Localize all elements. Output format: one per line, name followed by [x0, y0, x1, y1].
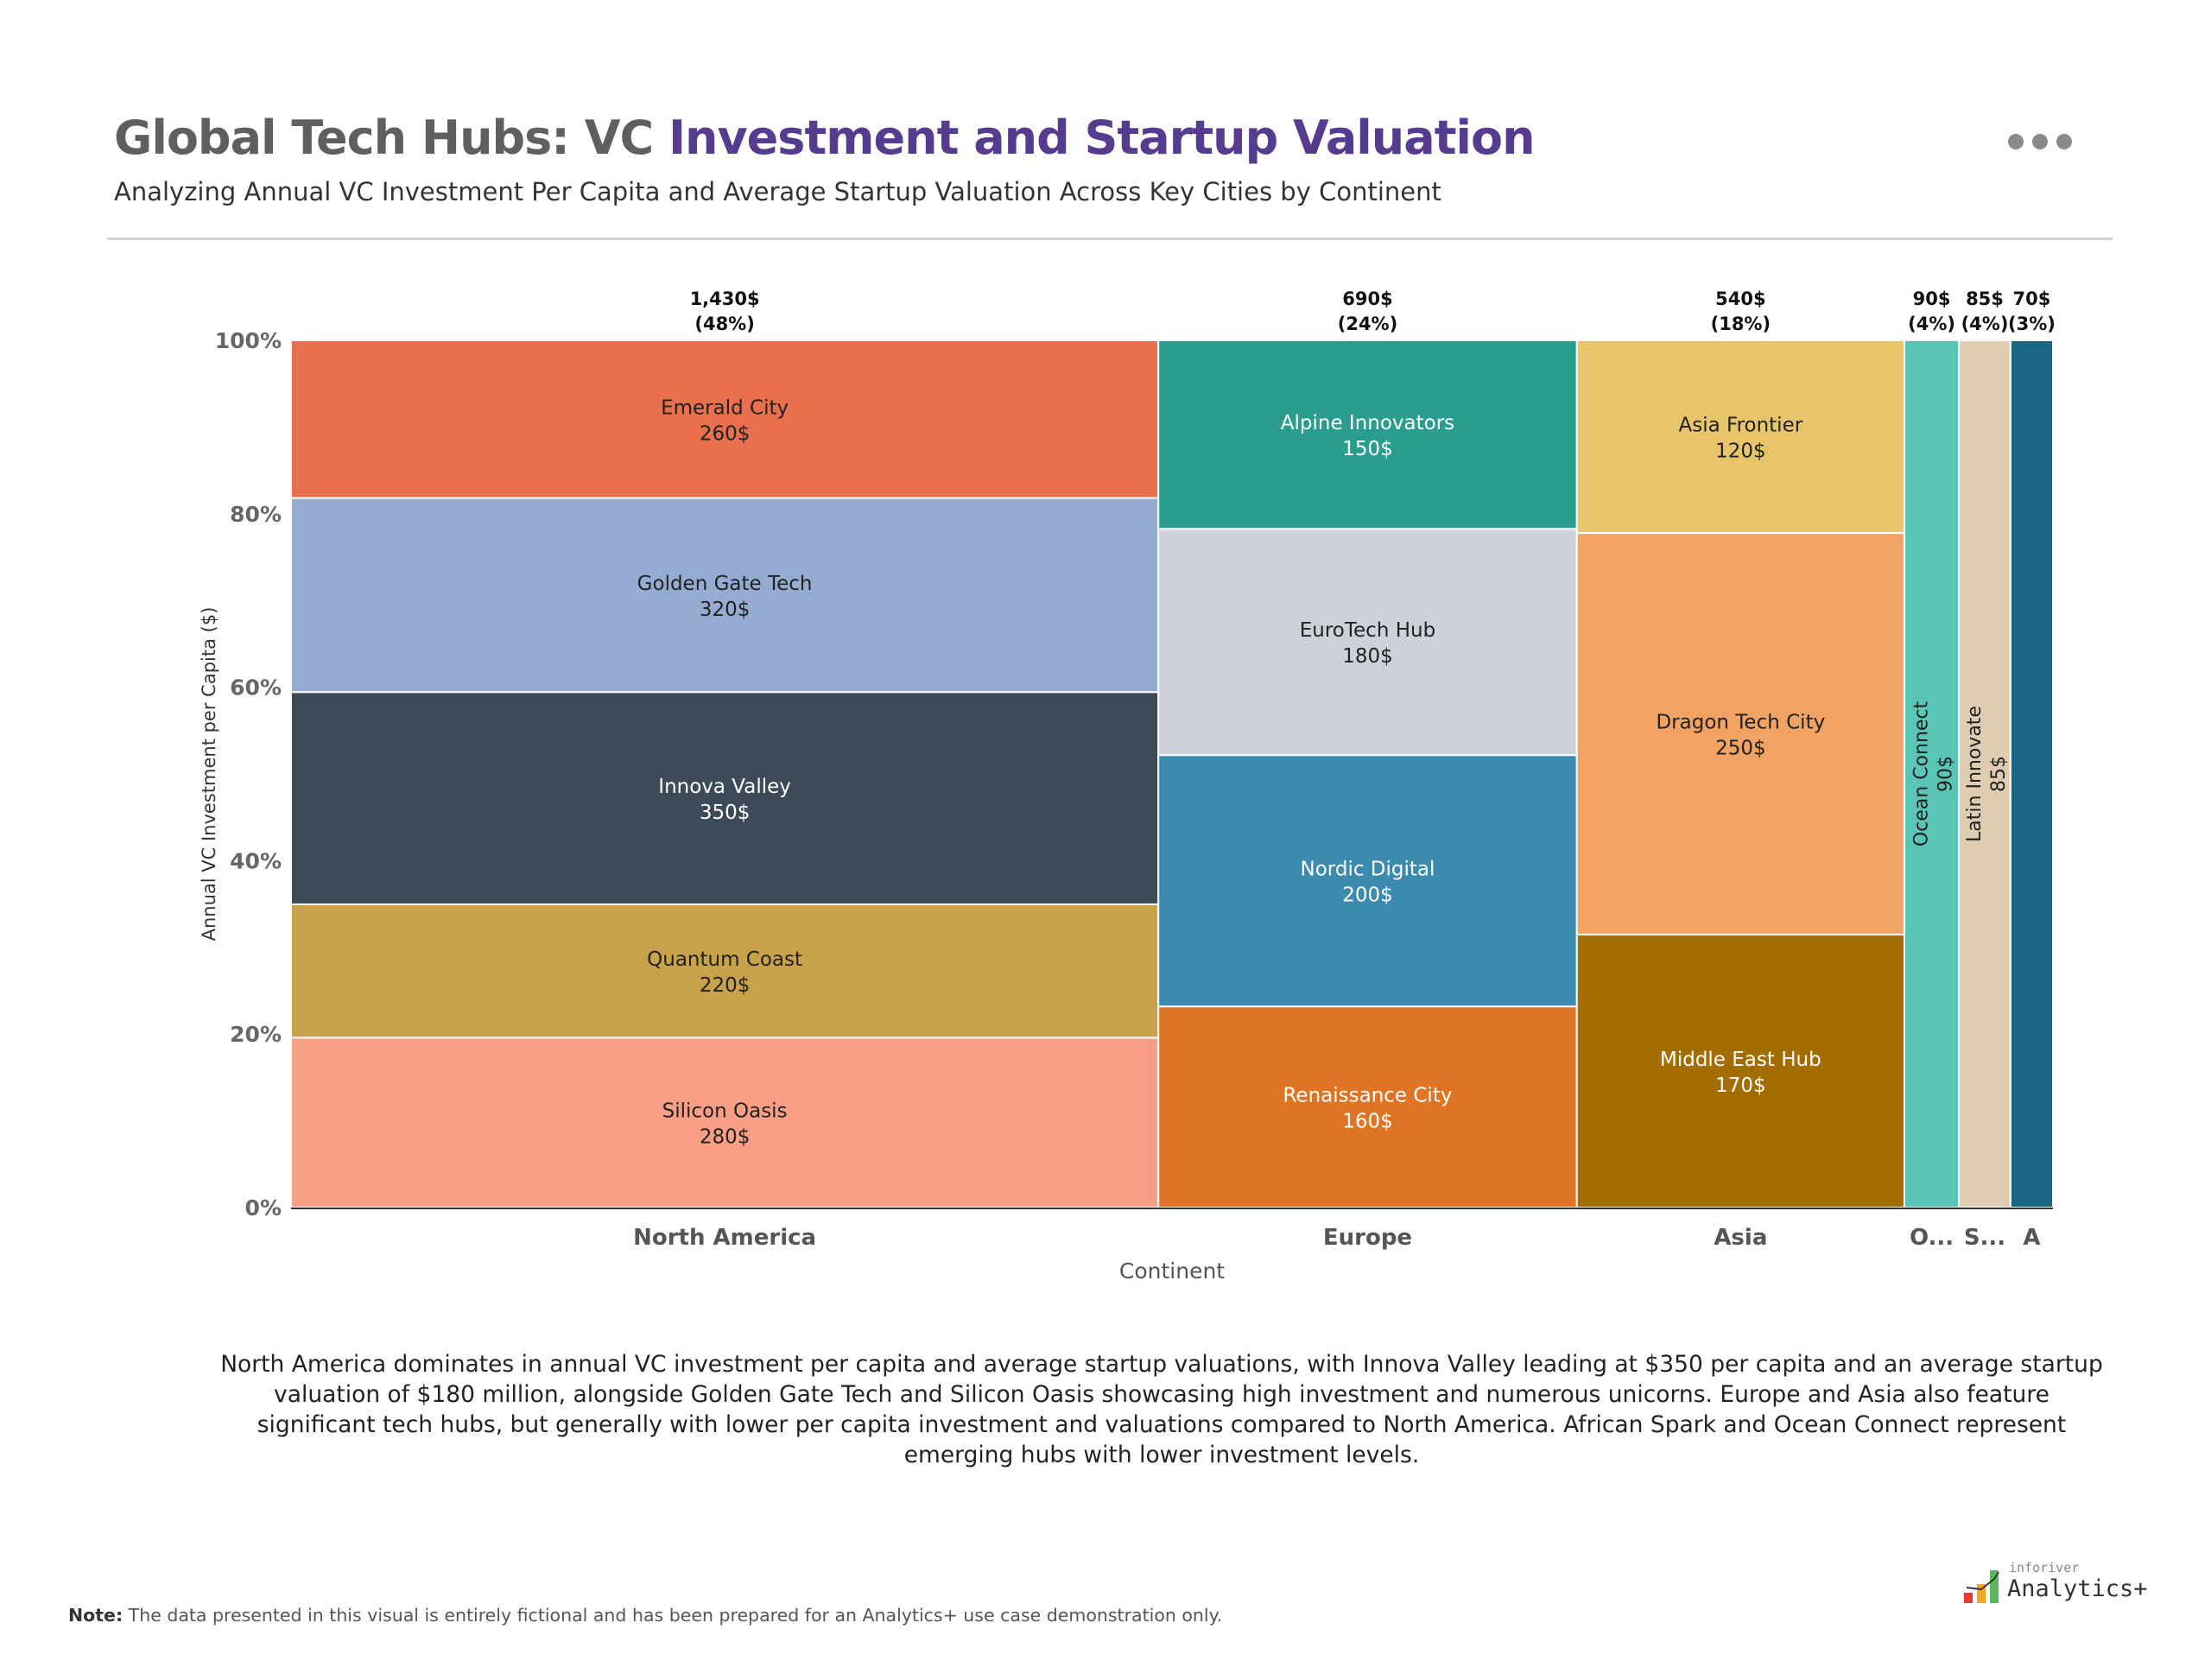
footnote: Note: The data presented in this visual … [68, 1605, 1222, 1626]
segment-bar [1157, 528, 1578, 757]
segment-value: 220$ [700, 974, 751, 997]
segment-bar [290, 1037, 1160, 1209]
column-total-label: 540$ [1715, 288, 1765, 309]
segment-name: EuroTech Hub [1300, 619, 1435, 642]
segment-label: Latin Innovate 85$ [1964, 706, 2010, 842]
y-tick-label: 20% [230, 1022, 282, 1047]
column-total-label: 85$ [1966, 288, 2004, 309]
segment-value: 85$ [1988, 756, 2010, 792]
segment-name: Asia Frontier [1679, 415, 1803, 437]
column-total-label: 90$ [1913, 288, 1951, 309]
y-axis-title: Annual VC Investment per Capita ($) [199, 607, 219, 941]
column-total-label: 70$ [2012, 288, 2050, 309]
analytics-logo: inforiver Analytics+ [1959, 1560, 2166, 1612]
segment-value: 90$ [1935, 756, 1957, 792]
header-divider [107, 238, 2113, 240]
y-tick-label: 40% [230, 848, 282, 873]
segment-value: 320$ [700, 599, 751, 621]
segment-value: 120$ [1715, 441, 1766, 463]
segment-name: Renaissance City [1283, 1085, 1452, 1107]
x-category-label: A [2023, 1225, 2040, 1251]
segment-bar [1575, 339, 1905, 535]
segment-bar [2009, 339, 2054, 1208]
column-share-label: (4%) [1961, 314, 2009, 334]
segment-value: 350$ [700, 802, 751, 824]
summary-text: North America dominates in annual VC inv… [220, 1351, 2103, 1468]
column-share-label: (24%) [1338, 314, 1397, 334]
column-total-label: 690$ [1342, 288, 1392, 309]
note-text: The data presented in this visual is ent… [123, 1605, 1223, 1626]
page-subtitle: Analyzing Annual VC Investment Per Capit… [114, 177, 1441, 206]
title-accent: Investment and Startup Valuation [668, 111, 1536, 165]
segment-label: Ocean Connect 90$ [1911, 701, 1957, 846]
logo-big-text: Analytics+ [2007, 1575, 2148, 1602]
segment-value: 160$ [1342, 1111, 1393, 1133]
y-tick-label: 80% [230, 502, 282, 527]
x-axis-title: Continent [1119, 1258, 1225, 1284]
segment-value: 150$ [1342, 438, 1393, 460]
x-category-label: Europe [1323, 1225, 1412, 1251]
segment-value: 170$ [1715, 1075, 1766, 1097]
segment-bar [1575, 933, 1905, 1208]
segment-value: 260$ [700, 422, 751, 445]
x-category-label: S... [1964, 1225, 2005, 1251]
y-tick-label: 0% [245, 1195, 282, 1220]
segment-bar [1157, 339, 1578, 530]
column-total-label: 1,430$ [690, 288, 760, 309]
segment-bar [1157, 754, 1578, 1008]
note-label: Note: [68, 1605, 124, 1626]
marimekko-chart: 0% 20% 40% 60% 80% 100% Annual VC Investment p… [199, 288, 2056, 1284]
segment-value: 180$ [1342, 645, 1393, 668]
segment-name: Silicon Oasis [662, 1100, 788, 1123]
segment-bar [290, 691, 1160, 905]
column-share-label: (4%) [1908, 314, 1955, 334]
page-title: Global Tech Hubs: VC Investment and Star… [114, 111, 1536, 165]
segment-name: Quantum Coast [647, 948, 802, 971]
logo-bars-icon [1964, 1570, 1999, 1603]
y-tick-label: 60% [230, 675, 282, 701]
segment-value: 200$ [1342, 884, 1393, 907]
segment-bar [1575, 532, 1905, 935]
column-share-label: (48%) [694, 314, 754, 334]
column-share-label: (3%) [2008, 314, 2056, 334]
segment-bar [290, 497, 1160, 694]
segment-name: Nordic Digital [1301, 859, 1435, 881]
y-tick-label: 100% [215, 328, 282, 353]
segment-name: Middle East Hub [1660, 1049, 1821, 1071]
segment-name: Golden Gate Tech [637, 573, 813, 595]
segment-name: Emerald City [661, 396, 789, 419]
x-category-label: North America [633, 1225, 816, 1251]
segment-bar [1157, 1005, 1578, 1208]
segment-value: 280$ [700, 1126, 751, 1149]
segment-value: 250$ [1715, 738, 1766, 760]
segment-bar [290, 339, 1160, 499]
column-share-label: (18%) [1711, 314, 1771, 334]
segment-name: Innova Valley [658, 776, 791, 798]
x-category-label: O... [1910, 1225, 1954, 1251]
ellipsis-icon[interactable] [2008, 134, 2072, 149]
segment-name: Dragon Tech City [1656, 712, 1825, 734]
segment-bar [290, 903, 1160, 1039]
segment-name: Alpine Innovators [1281, 412, 1454, 434]
segment-name: Ocean Connect [1911, 701, 1933, 846]
title-main: Global Tech Hubs: VC [114, 111, 668, 165]
logo-small-text: inforiver [2009, 1560, 2080, 1575]
segment-bar [1958, 339, 2011, 1208]
segment-name: Latin Innovate [1964, 706, 1986, 842]
x-category-label: Asia [1714, 1225, 1767, 1251]
segment-bar [1903, 339, 1961, 1208]
